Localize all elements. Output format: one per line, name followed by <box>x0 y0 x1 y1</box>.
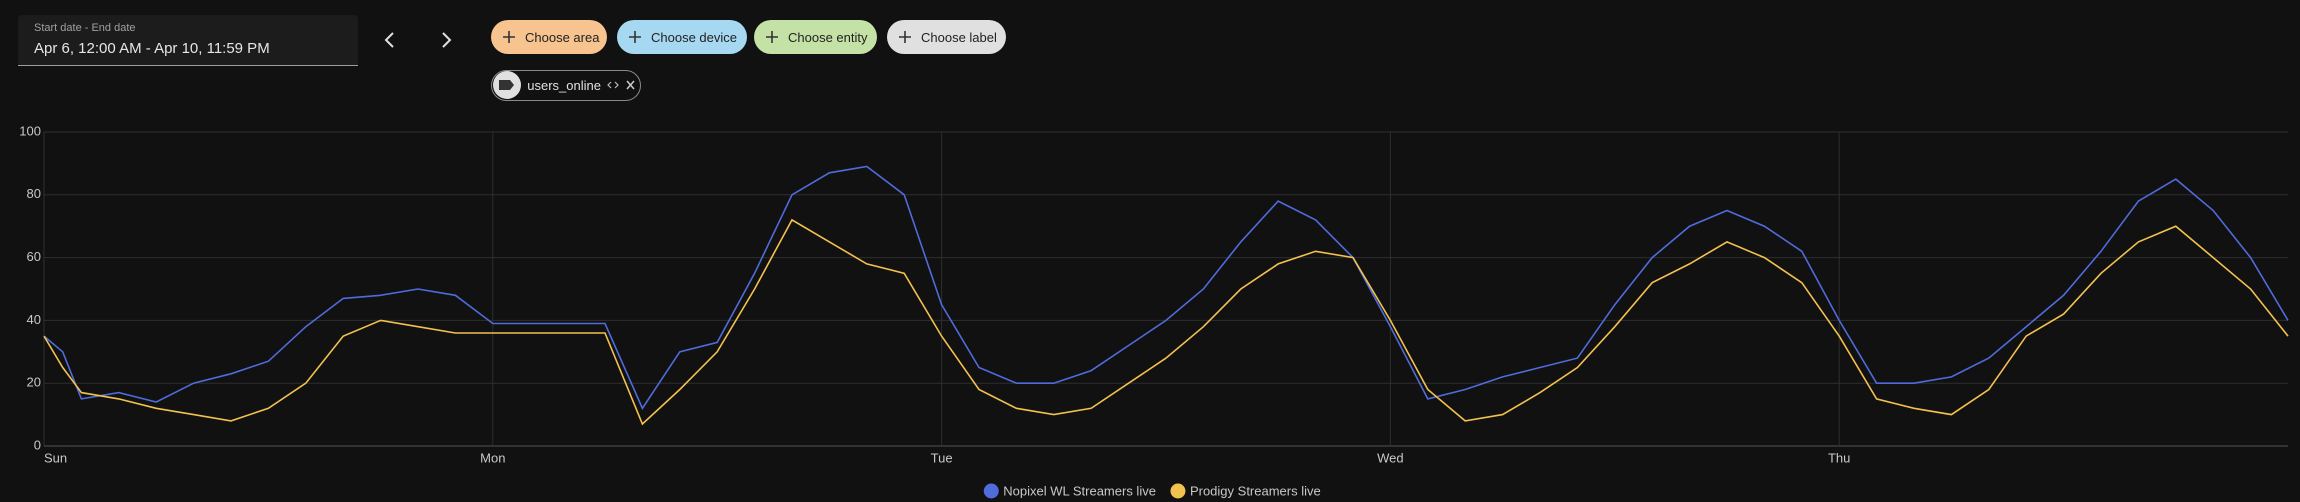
entity-chip[interactable]: Choose entity <box>754 20 877 54</box>
chip-label: Choose label <box>921 29 997 45</box>
area-chip[interactable]: Choose area <box>491 20 607 54</box>
selected-entity[interactable]: users_online <box>491 70 641 101</box>
chip-label: Choose entity <box>788 29 868 45</box>
next-button[interactable] <box>434 26 458 54</box>
entity-label: users_online <box>527 78 601 93</box>
legend-label: Prodigy Streamers live <box>1190 483 1321 498</box>
y-tick-label: 60 <box>27 249 41 264</box>
device-chip[interactable]: Choose device <box>617 20 747 54</box>
x-tick-label: Mon <box>480 450 505 465</box>
series-line <box>43 165 2289 410</box>
y-tick-label: 20 <box>27 375 41 390</box>
date-label: Start date - End date <box>34 22 136 34</box>
legend-marker <box>982 482 1000 500</box>
prev-button[interactable] <box>378 26 402 54</box>
legend-marker <box>1169 482 1187 500</box>
entity-actions[interactable] <box>601 71 640 100</box>
x-tick-label: Tue <box>931 450 953 465</box>
chip-label: Choose area <box>525 29 600 45</box>
x-tick-label: Thu <box>1828 450 1850 465</box>
y-tick-label: 80 <box>27 186 41 201</box>
y-tick-label: 0 <box>34 437 41 452</box>
y-tick-label: 40 <box>27 312 41 327</box>
legend-label: Nopixel WL Streamers live <box>1003 483 1156 498</box>
x-tick-label: Sun <box>44 450 67 465</box>
entity-icon <box>493 71 521 99</box>
date-value: Apr 6, 12:00 AM - Apr 10, 11:59 PM <box>34 40 270 57</box>
y-tick-label: 100 <box>19 123 41 138</box>
x-tick-label: Wed <box>1377 450 1404 465</box>
chip-label: Choose device <box>651 29 737 45</box>
date-picker[interactable]: Start date - End date Apr 6, 12:00 AM - … <box>18 15 358 66</box>
label-chip[interactable]: Choose label <box>887 20 1006 54</box>
chart: 0 20 40 60 80 100 Sun Mon Tue Wed Thu Nopixel WL St… <box>19 123 2289 500</box>
series-line <box>43 218 2289 426</box>
